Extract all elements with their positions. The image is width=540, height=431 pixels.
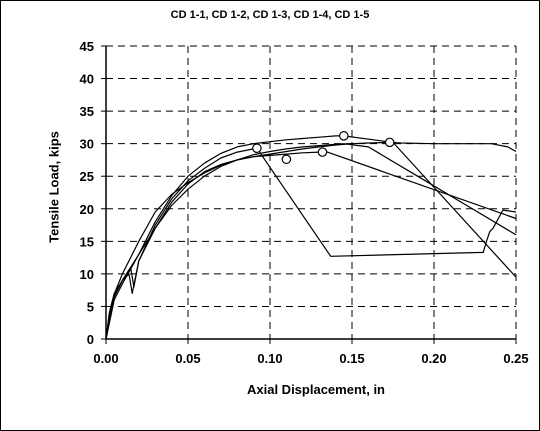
- peak-marker: [384, 137, 395, 148]
- peak-marker: [281, 154, 292, 165]
- y-tick-label: 10: [80, 267, 94, 282]
- marker-group: [252, 131, 395, 165]
- axes: [101, 45, 517, 344]
- y-tick-label: 35: [80, 104, 94, 119]
- peak-marker: [317, 147, 328, 157]
- series-line-5: [105, 151, 517, 340]
- series-line-3: [105, 135, 517, 340]
- y-tick-label: 45: [80, 39, 94, 54]
- y-tick-label: 25: [80, 169, 94, 184]
- x-tick-label: 0.10: [257, 351, 282, 366]
- peak-marker: [338, 131, 349, 141]
- x-tick-label: 0.00: [93, 351, 118, 366]
- y-tick-label: 15: [80, 234, 94, 249]
- y-tick-label: 20: [80, 202, 94, 217]
- x-tick-label: 0.20: [421, 351, 446, 366]
- y-tick-label: 5: [87, 299, 94, 314]
- series-group: [105, 135, 517, 340]
- grid: [106, 45, 517, 339]
- chart-title: CD 1-1, CD 1-2, CD 1-3, CD 1-4, CD 1-5: [170, 9, 370, 21]
- y-tick-label: 0: [87, 332, 94, 347]
- tick-labels: 0 5 10 15 20 25 30 35 40 45 0.00 0.05 0.10 0.15 0.20 0.…: [80, 39, 529, 366]
- series-line-4: [105, 141, 517, 340]
- y-tick-label: 40: [80, 72, 94, 87]
- x-tick-label: 0.15: [339, 351, 364, 366]
- x-axis-label: Axial Displacement, in: [247, 382, 385, 397]
- x-tick-label: 0.25: [503, 351, 528, 366]
- y-tick-label: 30: [80, 137, 94, 152]
- peak-marker: [252, 143, 262, 154]
- series-line-2: [105, 147, 517, 340]
- x-tick-label: 0.05: [175, 351, 200, 366]
